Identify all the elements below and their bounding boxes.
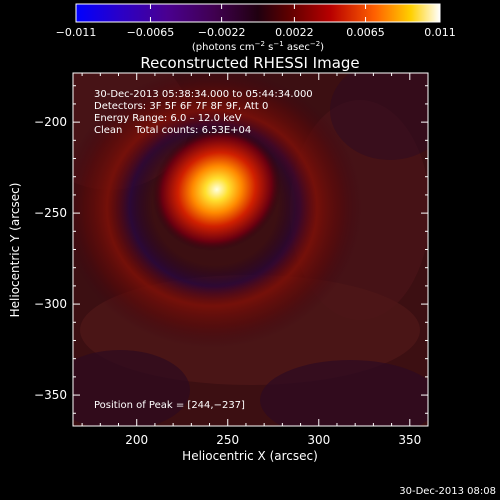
x-tick-label: 250 bbox=[216, 433, 239, 447]
colorbar-tick-label: 0.0065 bbox=[346, 26, 385, 39]
colorbar-ticks: −0.011 −0.0065 −0.0022 0.0022 0.0065 0.011 bbox=[56, 4, 456, 39]
chart-title: Reconstructed RHESSI Image bbox=[140, 54, 359, 72]
y-tick-label: −300 bbox=[34, 297, 67, 311]
colorbar-tick-label: −0.0065 bbox=[127, 26, 175, 39]
x-axis-label: Heliocentric X (arcsec) bbox=[182, 449, 318, 463]
x-tick-label: 350 bbox=[398, 433, 421, 447]
plot-image bbox=[73, 73, 428, 426]
colorbar-tick-label: 0.0022 bbox=[275, 26, 314, 39]
x-tick-label: 300 bbox=[307, 433, 330, 447]
peak-source bbox=[152, 127, 282, 252]
colorbar-unit-label: (photons cm−2 s−1 asec−2) bbox=[192, 40, 324, 53]
x-tick-label: 200 bbox=[125, 433, 148, 447]
colorbar-tick-label: −0.0022 bbox=[198, 26, 246, 39]
image-dark-lower-left bbox=[73, 350, 190, 426]
y-tick-label: −200 bbox=[34, 115, 67, 129]
colorbar-tick-label: 0.011 bbox=[424, 26, 456, 39]
colorbar-gradient bbox=[75, 3, 441, 23]
image-dark-upper-right bbox=[330, 73, 428, 160]
annotation-time-range: 30-Dec-2013 05:38:34.000 to 05:44:34.000 bbox=[94, 89, 313, 100]
colorbar: −0.011 −0.0065 −0.0022 0.0022 0.0065 0.011 (p… bbox=[56, 3, 456, 53]
image-dark-lower-right bbox=[260, 360, 428, 426]
x-axis-ticks: 200 250 300 350 bbox=[81, 73, 429, 447]
annotation-detectors: Detectors: 3F 5F 6F 7F 8F 9F, Att 0 bbox=[94, 101, 268, 112]
annotation-energy-range: Energy Range: 6.0 – 12.0 keV bbox=[94, 113, 242, 124]
annotations: 30-Dec-2013 05:38:34.000 to 05:44:34.000… bbox=[94, 89, 313, 411]
y-tick-label: −250 bbox=[34, 206, 67, 220]
y-axis-label: Heliocentric Y (arcsec) bbox=[8, 183, 22, 318]
footer-timestamp: 30-Dec-2013 08:08 bbox=[399, 486, 496, 497]
annotation-peak-position: Position of Peak = [244,−237] bbox=[94, 400, 245, 411]
y-axis-ticks: −200 −250 −300 −350 bbox=[34, 85, 428, 414]
annotation-method-counts: Clean Total counts: 6.53E+04 bbox=[94, 125, 251, 136]
y-tick-label: −350 bbox=[34, 388, 67, 402]
colorbar-tick-label: −0.011 bbox=[56, 26, 97, 39]
